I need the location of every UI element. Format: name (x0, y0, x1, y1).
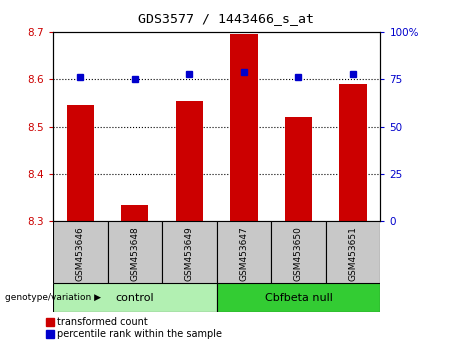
Bar (162, 221, 217, 283)
Bar (107, 221, 162, 283)
Bar (53, 283, 217, 312)
Text: GSM453647: GSM453647 (239, 226, 248, 281)
Bar (176, 101, 203, 221)
Legend: transformed count, percentile rank within the sample: transformed count, percentile rank withi… (47, 317, 222, 339)
Text: genotype/variation ▶: genotype/variation ▶ (5, 293, 100, 302)
Bar (339, 84, 366, 221)
Bar (217, 221, 271, 283)
Text: Cbfbeta null: Cbfbeta null (265, 293, 332, 303)
Text: GSM453646: GSM453646 (76, 226, 85, 281)
Bar (285, 117, 312, 221)
Bar (121, 205, 148, 221)
Text: control: control (116, 293, 154, 303)
Bar (53, 221, 107, 283)
Text: GSM453650: GSM453650 (294, 226, 303, 281)
Bar (326, 221, 380, 283)
Text: GSM453649: GSM453649 (185, 226, 194, 281)
Bar (67, 105, 94, 221)
Bar (271, 221, 326, 283)
Text: GSM453651: GSM453651 (349, 226, 358, 281)
Text: GDS3577 / 1443466_s_at: GDS3577 / 1443466_s_at (138, 12, 314, 25)
Bar (217, 283, 380, 312)
Text: GSM453648: GSM453648 (130, 226, 139, 281)
Bar (230, 34, 258, 221)
